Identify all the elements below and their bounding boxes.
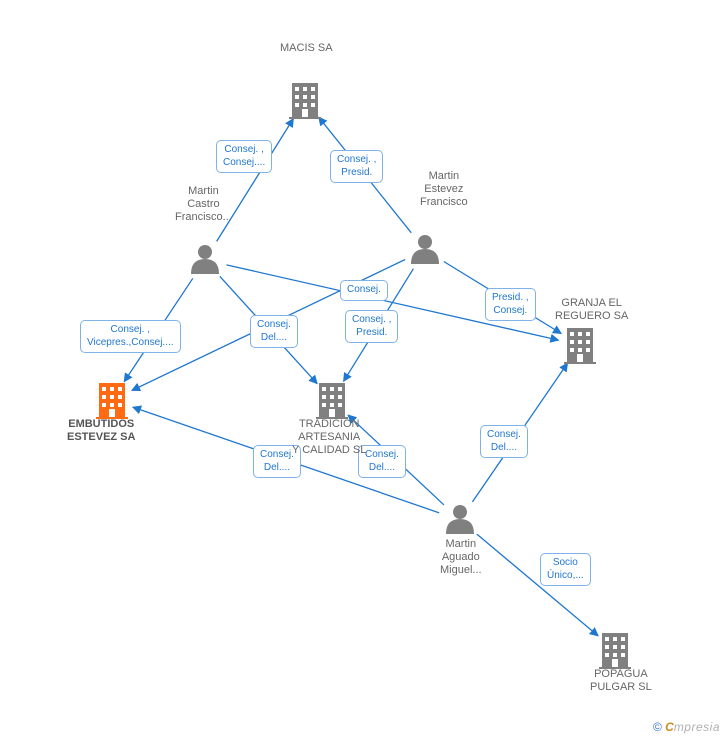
person-icon[interactable] (191, 245, 219, 274)
graph-canvas (0, 0, 728, 740)
edge-label[interactable]: Consej. Del.... (250, 315, 298, 348)
person-icon[interactable] (446, 505, 474, 534)
node-label: POPAGUA PULGAR SL (590, 668, 652, 694)
company-icon[interactable] (564, 328, 596, 364)
node-label: Martin Estevez Francisco (420, 170, 468, 210)
company-icon[interactable] (289, 83, 321, 119)
node-label: GRANJA EL REGUERO SA (555, 297, 628, 323)
edge-label[interactable]: Consej. (340, 280, 388, 301)
node-label: MACIS SA (280, 42, 333, 55)
company-icon[interactable] (316, 383, 348, 419)
edge-label[interactable]: Consej. , Vicepres.,Consej.... (80, 320, 181, 353)
edge-label[interactable]: Presid. , Consej. (485, 288, 536, 321)
edge-label[interactable]: Consej. , Consej.... (216, 140, 272, 173)
brand-rest: mpresia (674, 720, 720, 734)
edge-label[interactable]: Consej. Del.... (480, 425, 528, 458)
company-icon[interactable] (96, 383, 128, 419)
watermark: © Cmpresia (653, 720, 720, 734)
node-label: EMBUTIDOS ESTEVEZ SA (67, 418, 135, 444)
person-icon[interactable] (411, 235, 439, 264)
node-label: TRADICION ARTESANIA Y CALIDAD SL (292, 418, 366, 458)
edge-label[interactable]: Consej. , Presid. (330, 150, 383, 183)
node-label: Martin Aguado Miguel... (440, 538, 482, 578)
edge-label[interactable]: Consej. , Presid. (345, 310, 398, 343)
edge-label[interactable]: Socio Único,... (540, 553, 591, 586)
company-icon[interactable] (599, 633, 631, 669)
brand-first-letter: C (665, 720, 674, 734)
node-label: Martin Castro Francisco... (175, 185, 232, 225)
copyright-symbol: © (653, 720, 662, 734)
